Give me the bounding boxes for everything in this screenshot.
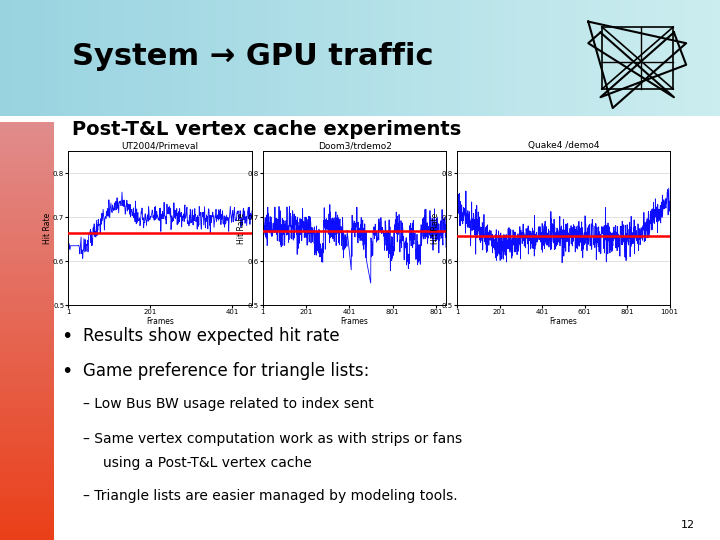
Text: Game preference for triangle lists:: Game preference for triangle lists:	[83, 362, 369, 380]
Text: – Triangle lists are easier managed by modeling tools.: – Triangle lists are easier managed by m…	[83, 489, 457, 503]
Text: Results show expected hit rate: Results show expected hit rate	[83, 327, 339, 345]
Text: – Same vertex computation work as with strips or fans: – Same vertex computation work as with s…	[83, 432, 462, 446]
X-axis label: Frames: Frames	[341, 316, 369, 326]
Text: Post-T&L vertex cache experiments: Post-T&L vertex cache experiments	[72, 120, 462, 139]
Text: 12: 12	[680, 520, 695, 530]
Title: Doom3/trdemo2: Doom3/trdemo2	[318, 141, 392, 151]
Y-axis label: Hit Rate: Hit Rate	[42, 213, 52, 244]
Title: UT2004/Primeval: UT2004/Primeval	[122, 141, 199, 151]
Text: •: •	[61, 327, 73, 346]
Text: using a Post-T&L vertex cache: using a Post-T&L vertex cache	[103, 456, 312, 470]
Y-axis label: Hit Rate: Hit Rate	[237, 213, 246, 244]
X-axis label: Frames: Frames	[549, 316, 577, 326]
X-axis label: Frames: Frames	[146, 316, 174, 326]
Y-axis label: Hit Rate: Hit Rate	[431, 213, 441, 244]
Text: System → GPU traffic: System → GPU traffic	[72, 42, 433, 71]
Text: – Low Bus BW usage related to index sent: – Low Bus BW usage related to index sent	[83, 397, 374, 411]
Text: •: •	[61, 362, 73, 381]
Title: Quake4 /demo4: Quake4 /demo4	[528, 141, 599, 151]
